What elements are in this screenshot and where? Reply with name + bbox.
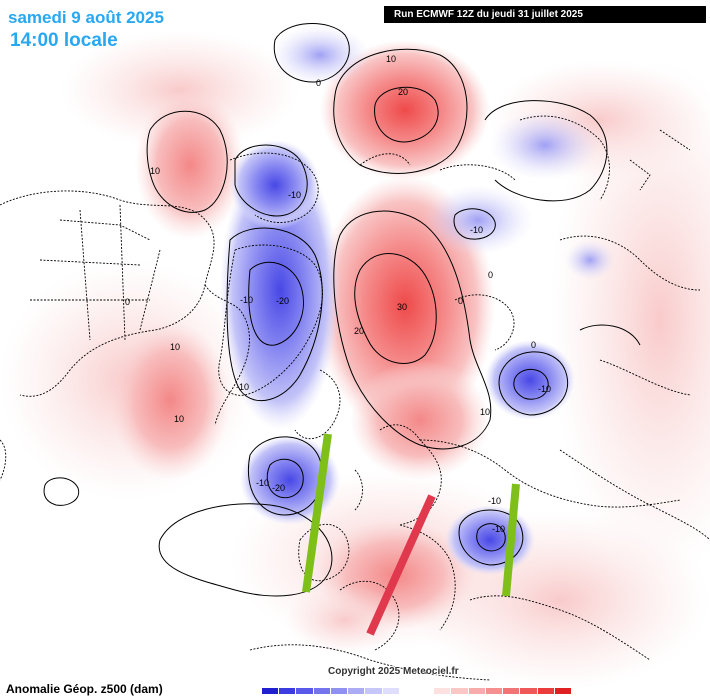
- color-scale-swatch: [296, 688, 314, 694]
- forecast-date: samedi 9 août 2025: [8, 8, 164, 27]
- contour-label: -10: [288, 190, 301, 200]
- forecast-time: 14:00 locale: [10, 30, 118, 51]
- contour-label: 10: [480, 407, 490, 417]
- color-scale-swatch: [468, 688, 486, 694]
- contour-label: 30: [397, 302, 407, 312]
- run-banner: Run ECMWF 12Z du jeudi 31 juillet 2025: [384, 6, 706, 23]
- color-scale-swatch: [262, 688, 280, 694]
- contour-label: -10: [492, 524, 505, 534]
- color-scale-swatch: [434, 688, 452, 694]
- color-scale-swatch: [537, 688, 555, 694]
- contour-label: 0: [125, 297, 130, 307]
- color-scale-swatch: [554, 688, 572, 694]
- color-scale-bar: [262, 688, 572, 694]
- color-scale-swatch: [503, 688, 521, 694]
- contour-label: 20: [398, 87, 408, 97]
- color-scale-swatch: [382, 688, 400, 694]
- contour-label: -10: [488, 496, 501, 506]
- field-label: Anomalie Géop. z500 (dam): [6, 682, 163, 696]
- contour-label: 10: [386, 54, 396, 64]
- green-bar-east: [502, 483, 520, 597]
- positive-anomaly-centers: [110, 40, 495, 655]
- color-scale-swatch: [520, 688, 538, 694]
- contour-labels: 0 10 20 10 -10 -10 0 0 30 20 -20 -10 0 1…: [125, 54, 551, 534]
- negative-anomaly-centers: [220, 25, 615, 575]
- contour-label: -10: [538, 384, 551, 394]
- contour-label: 10: [170, 342, 180, 352]
- contour-label: -10: [240, 295, 253, 305]
- green-bar-west: [302, 433, 332, 593]
- contour-label: 0: [316, 78, 321, 88]
- color-scale-swatch: [416, 688, 435, 694]
- color-scale-swatch: [313, 688, 331, 694]
- color-scale-swatch: [365, 688, 383, 694]
- color-scale-swatch: [399, 688, 417, 694]
- contour-label: 0: [531, 340, 536, 350]
- contour-label: 10: [150, 166, 160, 176]
- color-scale-swatch: [348, 688, 366, 694]
- annotation-bars: [302, 433, 520, 636]
- contour-label: -10: [256, 478, 269, 488]
- copyright-notice: Copyright 2025 Meteociel.fr: [328, 666, 459, 677]
- contour-label: 20: [354, 326, 364, 336]
- contour-label: -20: [276, 296, 289, 306]
- contour-label: -20: [272, 483, 285, 493]
- contour-label: -10: [470, 225, 483, 235]
- color-scale-swatch: [330, 688, 349, 694]
- red-bar: [366, 494, 436, 636]
- contour-label: -10: [236, 382, 249, 392]
- color-scale-swatch: [279, 688, 297, 694]
- color-scale-swatch: [485, 688, 504, 694]
- color-scale-swatch: [451, 688, 469, 694]
- contour-label: 0: [488, 270, 493, 280]
- contour-label: 0: [458, 296, 463, 306]
- contour-lines: [43, 23, 641, 597]
- contour-label: 10: [174, 414, 184, 424]
